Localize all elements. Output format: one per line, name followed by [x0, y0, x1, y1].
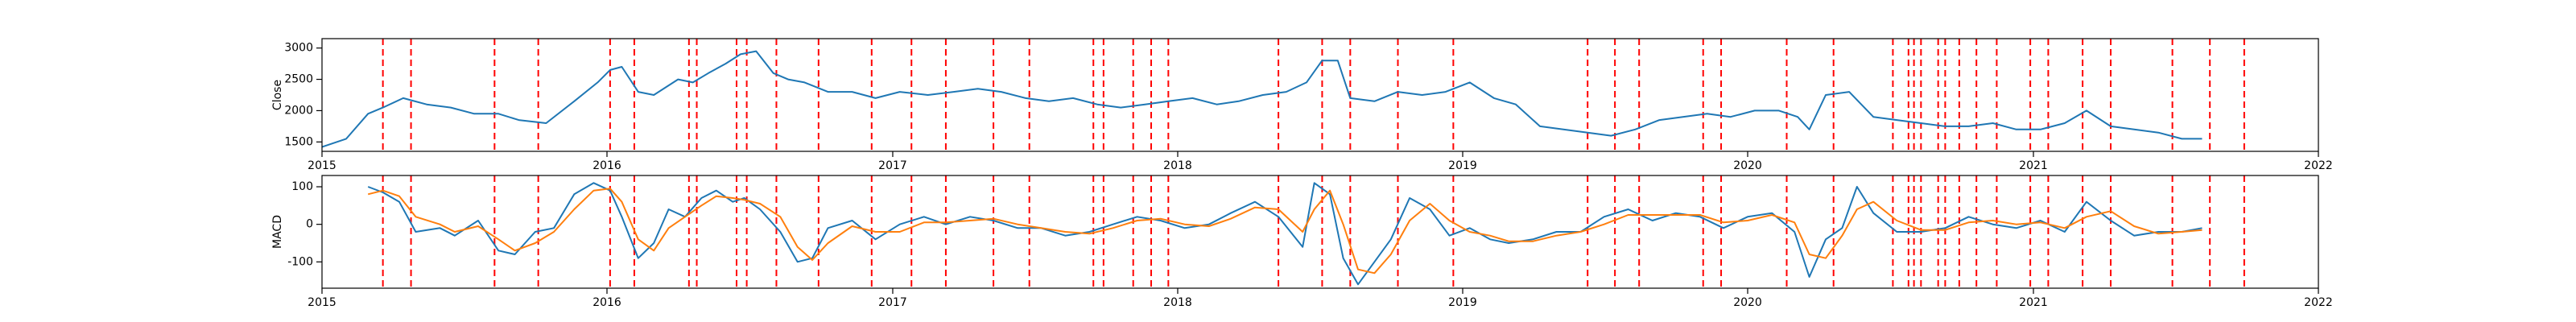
y-tick-label: 2500 — [284, 73, 313, 86]
x-tick-label: 2022 — [2304, 296, 2333, 309]
macd-series-group — [367, 182, 2202, 286]
y-tick-label: -100 — [287, 255, 313, 268]
x-tick-label: 2020 — [1733, 159, 1762, 172]
macd-panel-series-line-0 — [367, 182, 2202, 286]
macd-y-ticks: -100 0 100 — [287, 180, 322, 268]
macd-axes-frame — [321, 175, 2319, 289]
y-tick-label: 3000 — [284, 42, 313, 55]
close-axes-frame — [321, 38, 2319, 152]
x-tick-label: 2016 — [592, 159, 621, 172]
y-tick-label: 100 — [291, 180, 313, 193]
y-tick-label: 2000 — [284, 104, 313, 117]
y-tick-label: 0 — [306, 218, 313, 231]
close-y-ticks: 1500 2000 2500 3000 — [284, 42, 322, 148]
y-tick-label: 1500 — [284, 135, 313, 148]
x-tick-label: 2015 — [308, 159, 336, 172]
close-panel-series-line-0 — [322, 50, 2202, 148]
close-series-group — [322, 50, 2202, 148]
x-tick-label: 2019 — [1448, 159, 1477, 172]
x-tick-label: 2015 — [308, 296, 336, 309]
close-event-markers — [382, 39, 2245, 151]
x-tick-label: 2020 — [1733, 296, 1762, 309]
x-tick-label: 2019 — [1448, 296, 1477, 309]
close-panel: 1500 2000 2500 3000 2015 2016 2017 2018 2019 202… — [271, 38, 2333, 172]
x-tick-label: 2018 — [1163, 159, 1192, 172]
x-tick-label: 2017 — [878, 296, 907, 309]
macd-panel-series-line-1 — [367, 188, 2202, 275]
close-y-axis-label: Close — [271, 80, 284, 110]
x-tick-label: 2016 — [592, 296, 621, 309]
x-tick-label: 2017 — [878, 159, 907, 172]
x-tick-label: 2018 — [1163, 296, 1192, 309]
close-x-ticks: 2015 2016 2017 2018 2019 2020 2021 2022 — [308, 151, 2333, 172]
x-tick-label: 2021 — [2019, 159, 2048, 172]
x-tick-label: 2021 — [2019, 296, 2048, 309]
x-tick-label: 2022 — [2304, 159, 2333, 172]
macd-x-ticks: 2015 2016 2017 2018 2019 2020 2021 2022 — [308, 288, 2333, 309]
macd-y-axis-label: MACD — [271, 215, 284, 249]
macd-panel: -100 0 100 2015 2016 2017 2018 2019 2020 2021 202… — [271, 175, 2333, 309]
